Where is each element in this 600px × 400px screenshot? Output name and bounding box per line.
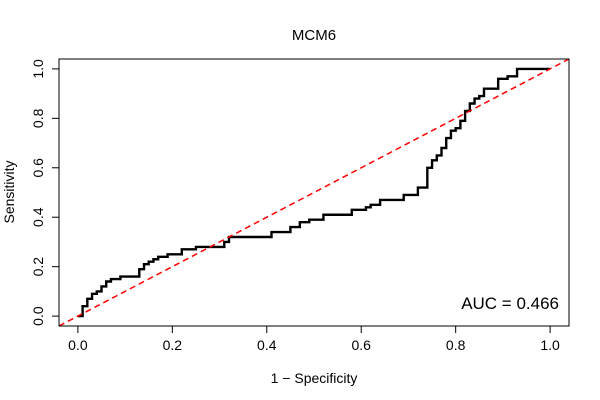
y-axis-label: Sensitivity [1,160,17,223]
x-tick-label: 1.0 [540,337,560,353]
y-tick-label: 1.0 [30,59,46,79]
y-tick-label: 0.4 [30,207,46,227]
x-tick-label: 0.6 [351,337,371,353]
reference-diagonal-line [58,58,570,327]
y-tick-label: 0.2 [30,257,46,277]
y-tick-label: 0.8 [30,108,46,128]
x-tick-label: 0.0 [68,337,88,353]
plot-lines [58,58,570,327]
y-tick-label: 0.6 [30,158,46,178]
x-axis-label: 1 − Specificity [271,370,358,386]
plot-frame [58,58,570,327]
x-tick-label: 0.8 [446,337,466,353]
x-tick-label: 0.4 [257,337,277,353]
x-tick-label: 0.2 [163,337,183,353]
auc-annotation: AUC = 0.466 [461,294,559,313]
y-tick-label: 0.0 [30,306,46,326]
chart-title: MCM6 [292,27,336,44]
